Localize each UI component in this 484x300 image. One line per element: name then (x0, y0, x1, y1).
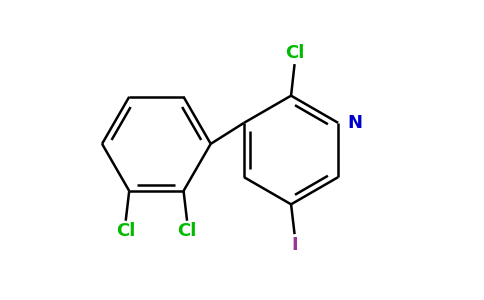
Text: I: I (291, 236, 298, 254)
Text: N: N (347, 114, 362, 132)
Text: Cl: Cl (285, 44, 304, 62)
Text: Cl: Cl (116, 223, 136, 241)
Text: Cl: Cl (177, 223, 197, 241)
